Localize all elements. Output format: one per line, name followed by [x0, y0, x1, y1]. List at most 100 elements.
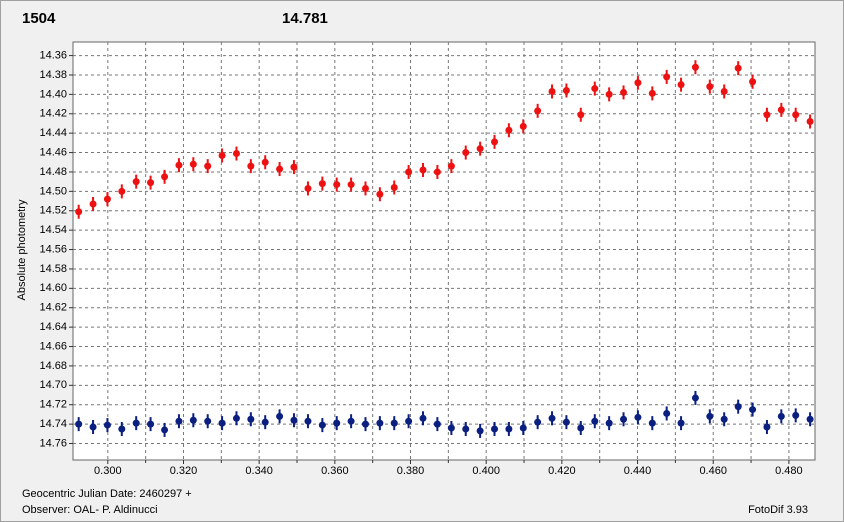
data-point	[89, 200, 97, 208]
data-point	[591, 417, 599, 425]
data-point	[720, 415, 728, 423]
x-tick-label: 0.340	[245, 465, 273, 477]
x-tick-label: 0.420	[548, 465, 576, 477]
data-point	[562, 418, 570, 426]
y-tick-label: 14.42	[39, 108, 67, 120]
data-point	[777, 106, 785, 114]
data-point	[161, 173, 169, 181]
data-point	[648, 89, 656, 97]
data-point	[161, 426, 169, 434]
data-point	[304, 184, 312, 192]
footer-date: Geocentric Julian Date: 2460297 +	[22, 488, 192, 500]
data-point	[261, 158, 269, 166]
data-point	[376, 190, 384, 198]
data-point	[405, 168, 413, 176]
data-point	[663, 73, 671, 81]
data-point	[75, 420, 83, 428]
y-tick-label: 14.48	[39, 166, 67, 178]
data-point	[462, 149, 470, 157]
y-tick-label: 14.68	[39, 360, 67, 372]
data-point	[347, 181, 355, 189]
data-point	[247, 162, 255, 170]
data-point	[175, 417, 183, 425]
data-point	[749, 406, 757, 414]
x-tick-label: 0.300	[94, 465, 122, 477]
data-point	[534, 107, 542, 115]
data-point	[103, 195, 111, 203]
y-tick-label: 14.46	[39, 146, 67, 158]
data-point	[505, 126, 513, 134]
data-point	[806, 118, 814, 126]
legend-entry: 14.781	[282, 10, 328, 27]
data-point	[232, 150, 240, 158]
y-tick-label: 14.58	[39, 263, 67, 275]
data-point	[290, 416, 298, 424]
data-point	[447, 424, 455, 432]
data-point	[620, 415, 628, 423]
data-point	[519, 424, 527, 432]
data-point	[290, 163, 298, 171]
data-point	[276, 165, 284, 173]
data-point	[749, 78, 757, 86]
data-point	[333, 419, 341, 427]
data-point	[89, 423, 97, 431]
y-tick-label: 14.70	[39, 379, 67, 391]
data-point	[620, 88, 628, 96]
data-point	[591, 85, 599, 93]
plot-area	[72, 41, 816, 461]
y-tick-label: 14.60	[39, 282, 67, 294]
data-point	[706, 83, 714, 91]
data-point	[361, 420, 369, 428]
y-tick-label: 14.38	[39, 69, 67, 81]
y-tick-label: 14.64	[39, 321, 67, 333]
data-point	[491, 425, 499, 433]
data-point	[505, 425, 513, 433]
y-tick-label: 14.72	[39, 399, 67, 411]
data-point	[132, 419, 140, 427]
data-point	[634, 79, 642, 87]
data-point	[548, 87, 556, 95]
data-point	[103, 421, 111, 429]
y-tick-label: 14.50	[39, 185, 67, 197]
data-point	[706, 412, 714, 420]
data-point	[777, 412, 785, 420]
data-point	[147, 420, 155, 428]
data-point	[218, 419, 226, 427]
data-point	[318, 180, 326, 188]
data-point	[204, 417, 212, 425]
data-point	[605, 419, 613, 427]
data-point	[304, 417, 312, 425]
y-tick-label: 14.40	[39, 88, 67, 100]
data-point	[677, 81, 685, 89]
data-point	[118, 187, 126, 195]
data-point	[261, 418, 269, 426]
data-point	[519, 122, 527, 130]
data-point	[476, 145, 484, 153]
data-point	[376, 419, 384, 427]
y-axis-label: Absolute photometry	[16, 199, 28, 300]
data-point	[419, 414, 427, 422]
data-point	[118, 425, 126, 433]
y-tick-label: 14.36	[39, 49, 67, 61]
data-point	[433, 168, 441, 176]
x-tick-label: 0.360	[321, 465, 349, 477]
data-point	[806, 415, 814, 423]
data-point	[390, 183, 398, 191]
data-point	[405, 417, 413, 425]
data-point	[476, 427, 484, 435]
y-tick-label: 14.74	[39, 418, 67, 430]
legend-entry: 1504	[22, 10, 56, 27]
data-point	[175, 161, 183, 169]
data-point	[605, 90, 613, 98]
x-tick-label: 0.460	[699, 465, 727, 477]
y-tick-label: 14.54	[39, 224, 67, 236]
y-tick-label: 14.66	[39, 340, 67, 352]
data-point	[204, 162, 212, 170]
data-point	[534, 418, 542, 426]
data-point	[390, 419, 398, 427]
data-point	[419, 166, 427, 174]
data-point	[734, 403, 742, 411]
footer-observer: Observer: OAL- P. Aldinucci	[22, 504, 158, 516]
data-point	[792, 411, 800, 419]
